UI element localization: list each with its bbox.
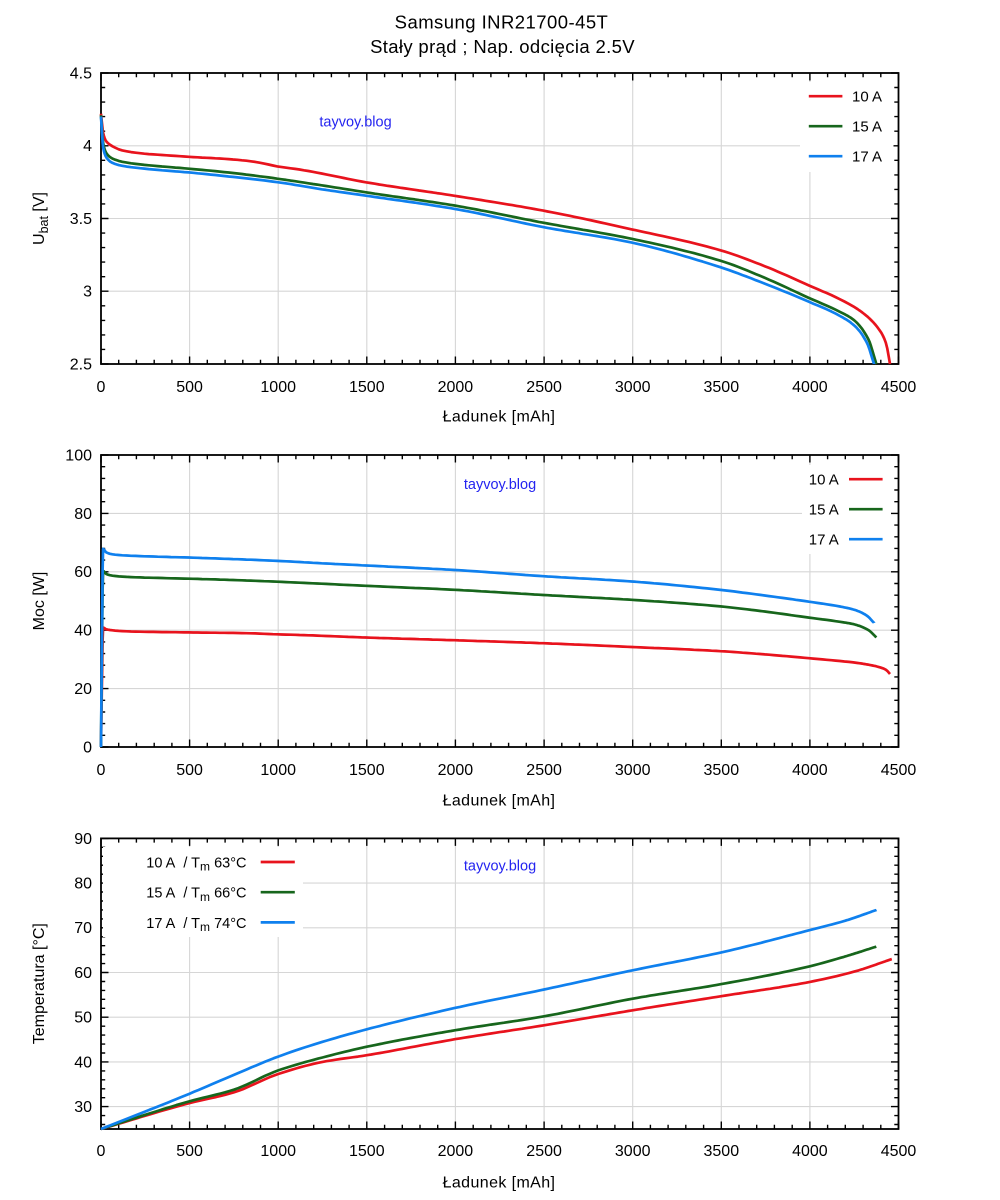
svg-text:2500: 2500 — [526, 762, 562, 779]
svg-text:Ładunek [mAh]: Ładunek [mAh] — [443, 793, 556, 810]
svg-text:1000: 1000 — [260, 379, 296, 396]
svg-text:3000: 3000 — [615, 379, 651, 396]
svg-text:4000: 4000 — [792, 379, 828, 396]
svg-text:3500: 3500 — [704, 379, 740, 396]
svg-text:2000: 2000 — [438, 762, 474, 779]
svg-text:500: 500 — [176, 762, 203, 779]
svg-text:Ubat [V]: Ubat [V] — [31, 192, 51, 245]
svg-text:50: 50 — [74, 1010, 92, 1027]
svg-text:80: 80 — [74, 876, 92, 893]
svg-text:3000: 3000 — [615, 762, 651, 779]
svg-text:15 A: 15 A — [852, 118, 882, 135]
svg-text:4000: 4000 — [792, 762, 828, 779]
svg-text:Ładunek [mAh]: Ładunek [mAh] — [443, 1175, 556, 1192]
svg-text:tayvoy.blog: tayvoy.blog — [464, 477, 536, 493]
svg-text:0: 0 — [97, 762, 106, 779]
svg-text:500: 500 — [176, 1143, 203, 1160]
svg-text:0: 0 — [83, 739, 92, 756]
svg-text:10 A: 10 A — [809, 471, 839, 488]
svg-text:4500: 4500 — [881, 1143, 917, 1160]
svg-text:1000: 1000 — [260, 1143, 296, 1160]
svg-text:2.5: 2.5 — [70, 356, 92, 373]
svg-text:Samsung INR21700-45T: Samsung INR21700-45T — [395, 12, 609, 33]
svg-text:1500: 1500 — [349, 1143, 385, 1160]
svg-text:2000: 2000 — [438, 379, 474, 396]
svg-text:80: 80 — [74, 506, 92, 523]
svg-text:4500: 4500 — [881, 762, 917, 779]
svg-text:17 A / Tm 74°C: 17 A / Tm 74°C — [146, 916, 246, 934]
svg-text:0: 0 — [97, 379, 106, 396]
svg-text:40: 40 — [74, 623, 92, 640]
svg-text:100: 100 — [65, 447, 92, 464]
svg-text:90: 90 — [74, 831, 92, 848]
svg-text:2500: 2500 — [526, 379, 562, 396]
svg-text:1500: 1500 — [349, 762, 385, 779]
svg-text:40: 40 — [74, 1054, 92, 1071]
svg-text:4: 4 — [83, 138, 92, 155]
svg-text:Ładunek [mAh]: Ładunek [mAh] — [443, 409, 556, 426]
svg-text:60: 60 — [74, 965, 92, 982]
svg-text:17 A: 17 A — [809, 531, 839, 548]
svg-text:Temperatura [°C]: Temperatura [°C] — [31, 923, 48, 1044]
svg-text:0: 0 — [97, 1143, 106, 1160]
svg-text:3: 3 — [83, 284, 92, 301]
svg-text:4.5: 4.5 — [70, 65, 92, 82]
svg-text:30: 30 — [74, 1099, 92, 1116]
svg-text:4500: 4500 — [881, 379, 917, 396]
svg-text:tayvoy.blog: tayvoy.blog — [319, 115, 391, 131]
svg-text:500: 500 — [176, 379, 203, 396]
svg-text:4000: 4000 — [792, 1143, 828, 1160]
svg-text:70: 70 — [74, 920, 92, 937]
svg-text:1000: 1000 — [260, 762, 296, 779]
svg-text:3.5: 3.5 — [70, 211, 92, 228]
svg-text:10 A: 10 A — [852, 88, 882, 105]
svg-text:15 A / Tm 66°C: 15 A / Tm 66°C — [146, 886, 246, 904]
svg-text:3500: 3500 — [704, 762, 740, 779]
svg-text:3000: 3000 — [615, 1143, 651, 1160]
svg-text:1500: 1500 — [349, 379, 385, 396]
svg-text:3500: 3500 — [704, 1143, 740, 1160]
svg-text:tayvoy.blog: tayvoy.blog — [464, 859, 536, 875]
svg-text:Moc [W]: Moc [W] — [31, 572, 48, 631]
svg-text:2500: 2500 — [526, 1143, 562, 1160]
svg-text:17 A: 17 A — [852, 148, 882, 165]
svg-text:60: 60 — [74, 564, 92, 581]
svg-text:20: 20 — [74, 681, 92, 698]
svg-text:10 A / Tm 63°C: 10 A / Tm 63°C — [146, 855, 246, 873]
svg-text:Stały prąd ; Nap. odcięcia 2.5: Stały prąd ; Nap. odcięcia 2.5V — [370, 36, 635, 57]
svg-text:15 A: 15 A — [809, 501, 839, 518]
svg-text:2000: 2000 — [438, 1143, 474, 1160]
